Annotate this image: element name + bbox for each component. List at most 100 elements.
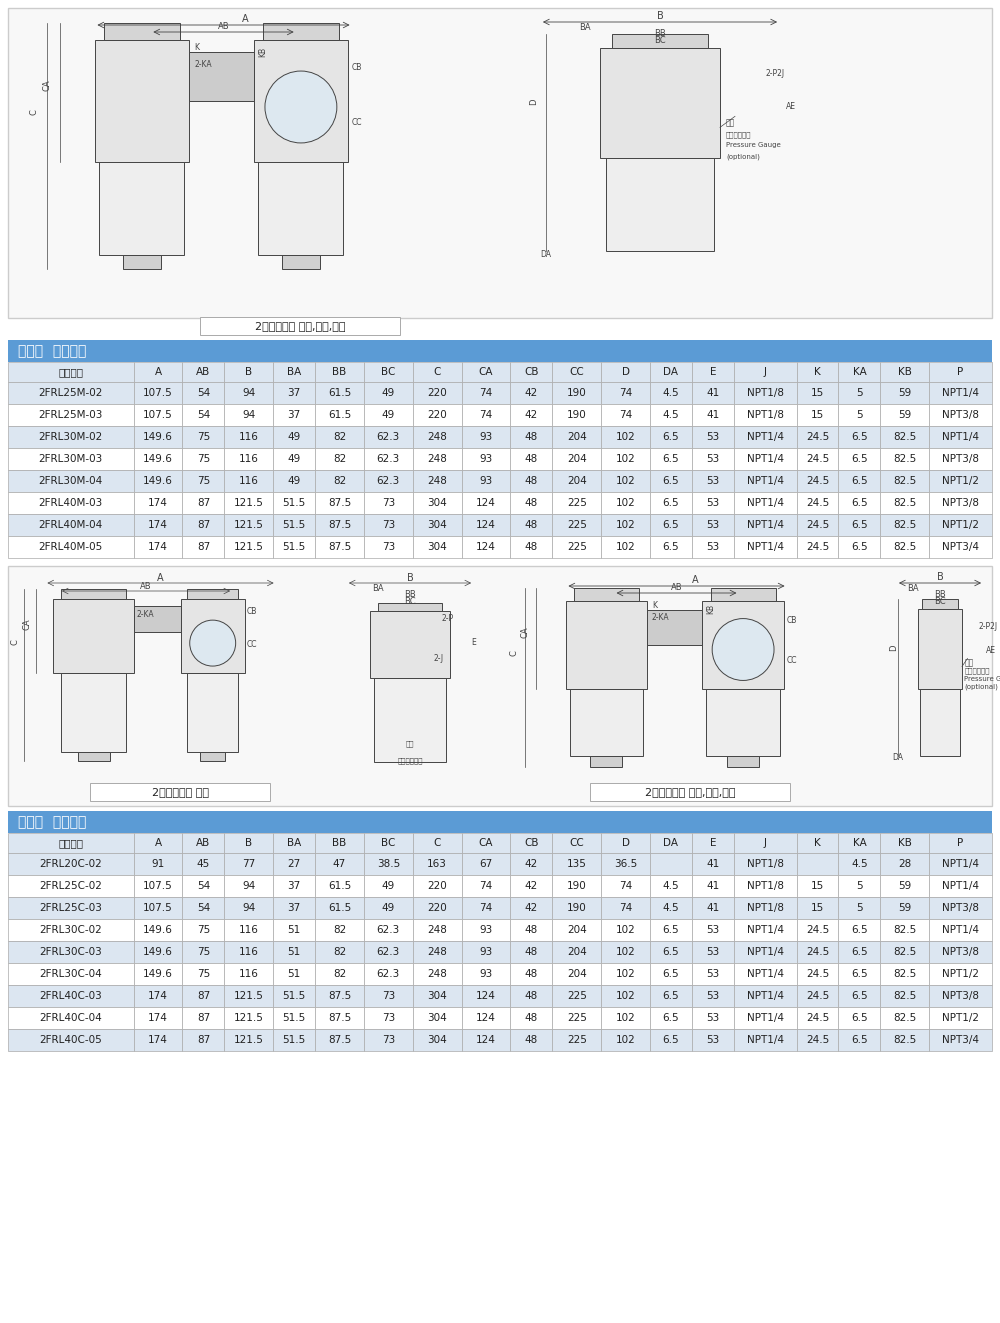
Text: 82.5: 82.5 [893, 454, 916, 464]
Bar [182, 1007, 224, 1029]
Text: NPT3/4: NPT3/4 [942, 1035, 979, 1045]
Text: 2-P: 2-P [442, 614, 454, 623]
Bar [734, 833, 797, 853]
Text: 53: 53 [706, 947, 719, 957]
Text: 24.5: 24.5 [806, 925, 829, 935]
Bar [8, 811, 992, 833]
Bar [315, 426, 364, 448]
Bar [692, 492, 734, 515]
Bar [364, 1007, 413, 1029]
Text: 91: 91 [151, 859, 165, 869]
Bar [600, 48, 720, 159]
Bar [273, 363, 315, 382]
Text: 41: 41 [706, 904, 719, 913]
Bar [650, 492, 692, 515]
Text: CC: CC [247, 640, 257, 648]
Bar [552, 897, 601, 919]
Bar [8, 986, 134, 1007]
Text: D: D [622, 366, 630, 377]
Text: 77: 77 [242, 859, 255, 869]
Bar [734, 875, 797, 897]
Text: 82.5: 82.5 [893, 520, 916, 531]
Text: 102: 102 [616, 991, 635, 1002]
Bar [462, 963, 510, 986]
Bar [224, 426, 273, 448]
Bar [797, 875, 838, 897]
Bar [8, 470, 134, 492]
Text: 116: 116 [239, 925, 259, 935]
Bar [929, 515, 992, 536]
Bar [364, 897, 413, 919]
Text: 47: 47 [333, 859, 346, 869]
Bar [601, 986, 650, 1007]
Bar [462, 426, 510, 448]
Text: NPT3/8: NPT3/8 [942, 410, 979, 419]
Text: 73: 73 [382, 1013, 395, 1023]
Bar [601, 875, 650, 897]
Text: 48: 48 [525, 497, 538, 508]
Bar [692, 986, 734, 1007]
Text: 4.5: 4.5 [663, 410, 679, 419]
Bar [650, 897, 692, 919]
Text: 2FRL40C-05: 2FRL40C-05 [39, 1035, 102, 1045]
Text: 45: 45 [197, 859, 210, 869]
Text: 225: 225 [567, 1035, 587, 1045]
Text: J: J [764, 366, 767, 377]
Bar [315, 875, 364, 897]
Text: 6.5: 6.5 [851, 1035, 868, 1045]
Text: NPT1/2: NPT1/2 [942, 1013, 979, 1023]
Bar [364, 919, 413, 941]
Text: 27: 27 [288, 859, 301, 869]
Bar [929, 986, 992, 1007]
Bar [224, 833, 273, 853]
Bar [364, 470, 413, 492]
Bar [413, 919, 462, 941]
Text: 24.5: 24.5 [806, 454, 829, 464]
Text: B: B [245, 366, 252, 377]
Bar [224, 515, 273, 536]
Text: 149.6: 149.6 [143, 454, 173, 464]
Text: NPT1/4: NPT1/4 [747, 1013, 784, 1023]
Text: (optional): (optional) [964, 684, 998, 691]
Bar [224, 1007, 273, 1029]
Bar [224, 404, 273, 426]
Text: 2联件塑料杯 紧凑,中型,标准: 2联件塑料杯 紧凑,中型,标准 [645, 787, 735, 796]
Text: 102: 102 [616, 968, 635, 979]
Bar [200, 318, 400, 335]
Text: KA: KA [853, 366, 866, 377]
Text: 2-P2J: 2-P2J [765, 69, 784, 78]
Bar [8, 1007, 134, 1029]
Bar [315, 963, 364, 986]
Text: 93: 93 [479, 925, 493, 935]
Bar [650, 470, 692, 492]
Bar [224, 363, 273, 382]
Text: 54: 54 [197, 881, 210, 890]
Text: K: K [814, 837, 821, 848]
Bar [650, 963, 692, 986]
Bar [797, 986, 838, 1007]
Text: C: C [434, 837, 441, 848]
Text: 2FRL40M-05: 2FRL40M-05 [39, 542, 103, 552]
Text: 6.5: 6.5 [663, 991, 679, 1002]
Text: 62.3: 62.3 [377, 454, 400, 464]
Text: 6.5: 6.5 [851, 520, 868, 531]
Bar [606, 159, 714, 251]
Bar [647, 610, 702, 646]
Bar [182, 363, 224, 382]
Bar [510, 853, 552, 875]
Bar [8, 426, 134, 448]
Bar [601, 448, 650, 470]
Text: 此处: 此处 [726, 118, 735, 127]
Text: C: C [30, 110, 39, 115]
Text: DA: DA [663, 837, 678, 848]
Bar [134, 853, 182, 875]
Text: 6.5: 6.5 [663, 433, 679, 442]
Text: 24.5: 24.5 [806, 947, 829, 957]
Text: CB: CB [524, 366, 539, 377]
Text: NPT1/4: NPT1/4 [747, 520, 784, 531]
Bar [880, 1007, 929, 1029]
Text: NPT1/4: NPT1/4 [747, 968, 784, 979]
Bar [378, 602, 442, 611]
Text: 53: 53 [706, 991, 719, 1002]
Bar [462, 448, 510, 470]
